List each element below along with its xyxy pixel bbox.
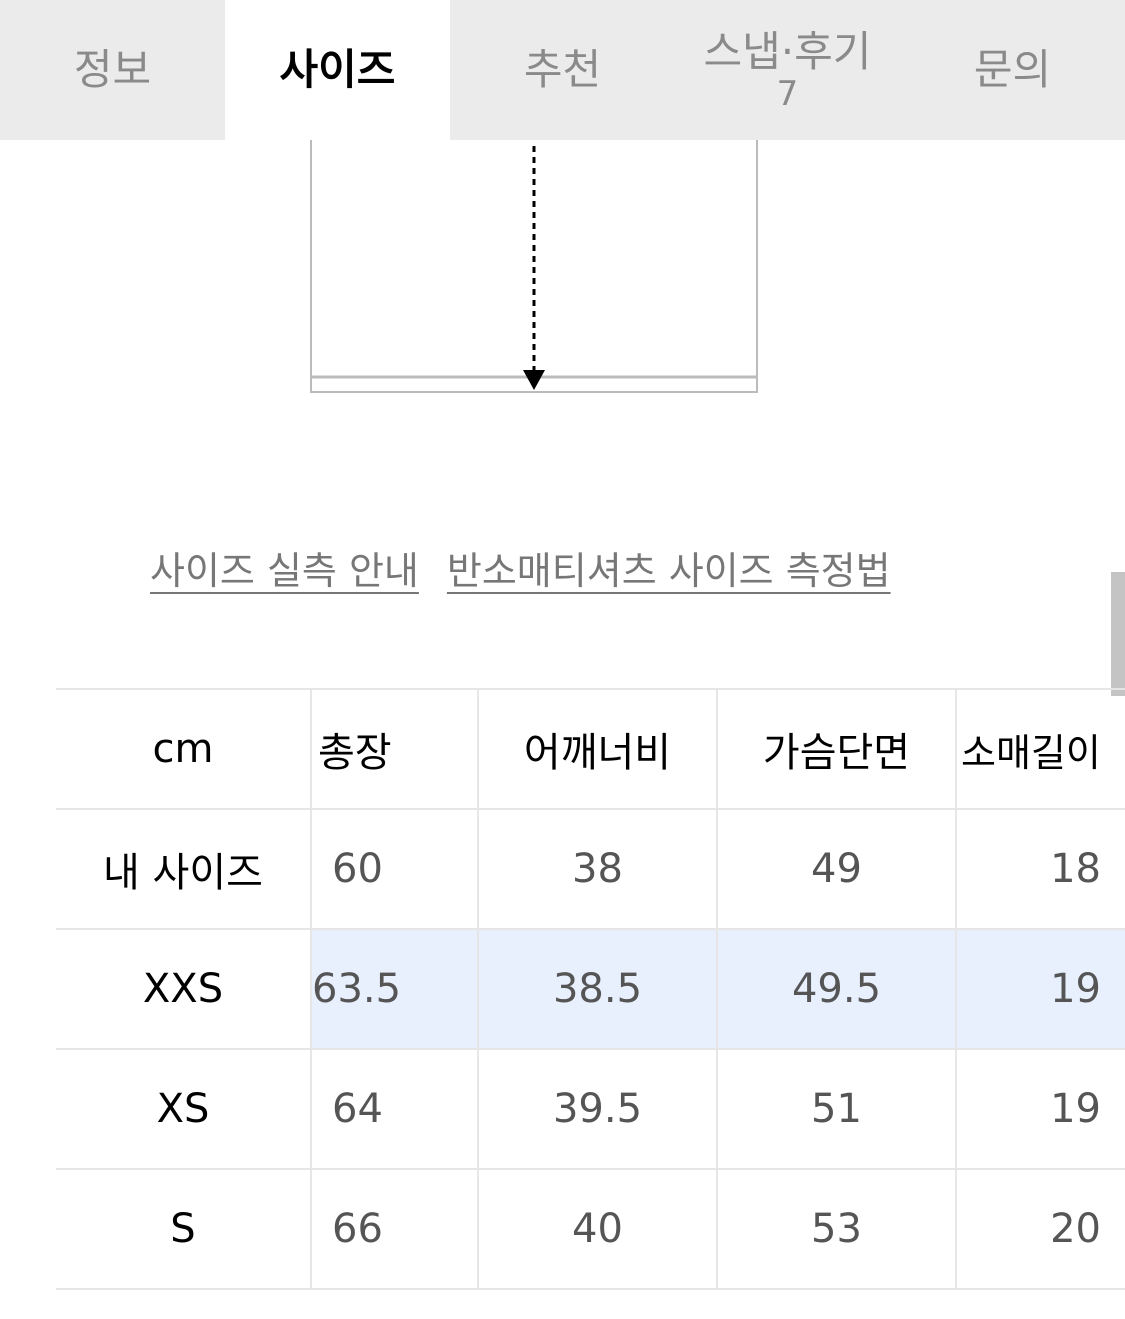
tab-label: 문의 xyxy=(973,45,1052,94)
table-row: 내 사이즈 60 38 49 18 xyxy=(56,808,1125,930)
tab-info[interactable]: 정보 xyxy=(0,0,225,140)
table-cell: 63.5 xyxy=(310,928,478,1050)
garment-outline xyxy=(310,140,758,393)
table-cell: 20 xyxy=(955,1168,1125,1290)
table-cell: 60 xyxy=(310,808,478,930)
row-label: XS xyxy=(56,1048,311,1170)
row-label: S xyxy=(56,1168,311,1290)
header-cell: 어깨너비 xyxy=(477,688,717,810)
tab-inquiry[interactable]: 문의 xyxy=(900,0,1125,140)
tab-bar: 정보 사이즈 추천 스냅·후기 7 문의 xyxy=(0,0,1125,140)
measure-method-link[interactable]: 반소매티셔츠 사이즈 측정법 xyxy=(446,549,891,593)
table-cell: 19 xyxy=(955,928,1125,1050)
table-cell: 38 xyxy=(477,808,717,930)
table-header-row: cm 총장 어깨너비 가슴단면 소매길이 xyxy=(56,688,1125,810)
header-cell: 총장 xyxy=(310,688,478,810)
table-row-highlighted: XXS 63.5 38.5 49.5 19 xyxy=(56,928,1125,1050)
size-guide-link[interactable]: 사이즈 실측 안내 xyxy=(150,549,419,593)
table-row: XS 64 39.5 51 19 xyxy=(56,1048,1125,1170)
tab-label: 정보 xyxy=(73,45,152,94)
tab-recommend[interactable]: 추천 xyxy=(450,0,675,140)
row-label: XXS xyxy=(56,928,311,1050)
review-count: 7 xyxy=(776,74,799,114)
table-cell: 39.5 xyxy=(477,1048,717,1170)
arrow-head-icon xyxy=(523,370,545,390)
tshirt-measurement-diagram xyxy=(310,140,758,393)
table-cell: 40 xyxy=(477,1168,717,1290)
row-label: 내 사이즈 xyxy=(56,808,311,930)
header-cell: cm xyxy=(56,688,311,810)
table-cell: 18 xyxy=(955,808,1125,930)
table-cell: 19 xyxy=(955,1048,1125,1170)
table-cell: 51 xyxy=(716,1048,956,1170)
tab-label: 추천 xyxy=(523,45,602,94)
table-cell: 66 xyxy=(310,1168,478,1290)
table-cell: 38.5 xyxy=(477,928,717,1050)
tab-size[interactable]: 사이즈 xyxy=(225,0,450,140)
tab-reviews[interactable]: 스냅·후기 7 xyxy=(675,0,900,140)
table-cell: 49 xyxy=(716,808,956,930)
header-cell: 가슴단면 xyxy=(716,688,956,810)
table-cell: 53 xyxy=(716,1168,956,1290)
size-table: cm 총장 어깨너비 가슴단면 소매길이 내 사이즈 60 38 49 18 X… xyxy=(56,688,1125,1290)
size-links: 사이즈 실측 안내 반소매티셔츠 사이즈 측정법 xyxy=(150,540,891,595)
tab-label: 스냅·후기 xyxy=(703,27,872,76)
table-scrollbar[interactable] xyxy=(1111,572,1125,696)
table-cell: 49.5 xyxy=(716,928,956,1050)
table-row: S 66 40 53 20 xyxy=(56,1168,1125,1290)
header-cell: 소매길이 xyxy=(955,688,1125,810)
table-cell: 64 xyxy=(310,1048,478,1170)
tab-label: 사이즈 xyxy=(279,45,396,94)
